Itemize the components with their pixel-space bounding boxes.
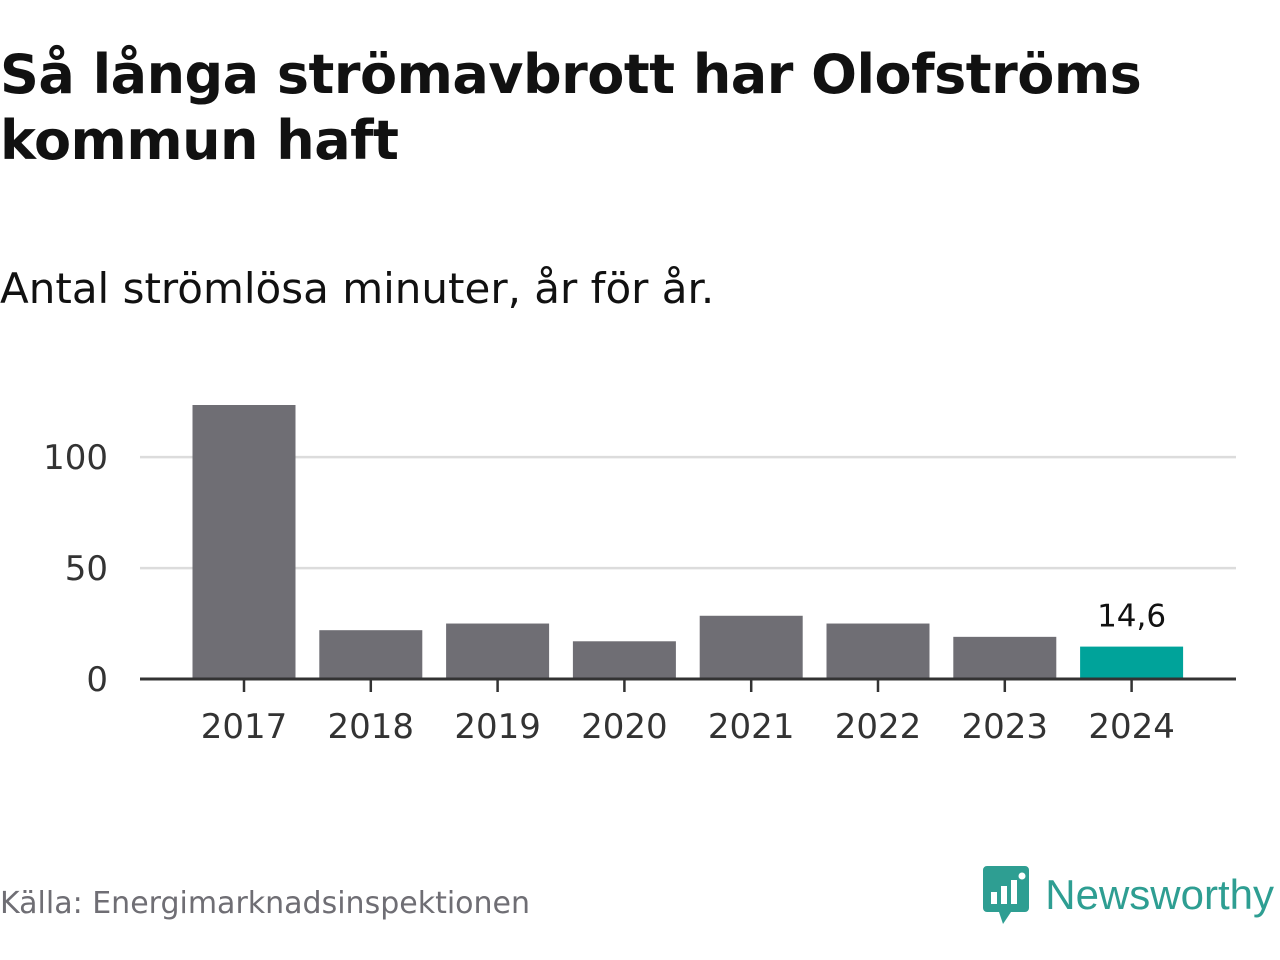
bar-2020 [572, 641, 676, 679]
brand-logo: Newsworthy [981, 862, 1274, 928]
y-tick-label-50: 50 [65, 549, 108, 589]
y-tick-label-0: 0 [86, 660, 108, 700]
chart-subtitle: Antal strömlösa minuter, år för år. [0, 264, 715, 313]
x-tick-label-2020: 2020 [581, 707, 668, 747]
bar-2021 [699, 615, 803, 679]
x-tick-label-2018: 2018 [328, 707, 415, 747]
x-tick-label-2019: 2019 [454, 707, 541, 747]
source-note: Källa: Energimarknadsinspektionen [0, 886, 531, 921]
bar-2023 [953, 636, 1057, 679]
bar-2022 [826, 623, 930, 679]
x-tick-label-2023: 2023 [962, 707, 1049, 747]
newsworthy-logo-icon [983, 866, 1030, 924]
chart-title: Så långa strömavbrott har Olofströms kom… [0, 43, 1142, 172]
x-tick-label-2022: 2022 [835, 707, 922, 747]
x-tick-label-2021: 2021 [708, 707, 795, 747]
bar-2019 [446, 623, 550, 679]
bar-2017 [192, 405, 296, 679]
bar-2024 [1080, 646, 1184, 679]
x-tick-label-2017: 2017 [201, 707, 288, 747]
x-tick-label-2024: 2024 [1088, 707, 1175, 747]
bar-chart: 0 50 100 2017 2018 2019 2020 2021 2022 2023 2024 14… [43, 405, 1236, 747]
y-tick-label-100: 100 [43, 438, 108, 478]
bar-2018 [319, 630, 423, 679]
brand-name: Newsworthy [1045, 871, 1274, 918]
data-label-2024: 14,6 [1097, 599, 1166, 635]
